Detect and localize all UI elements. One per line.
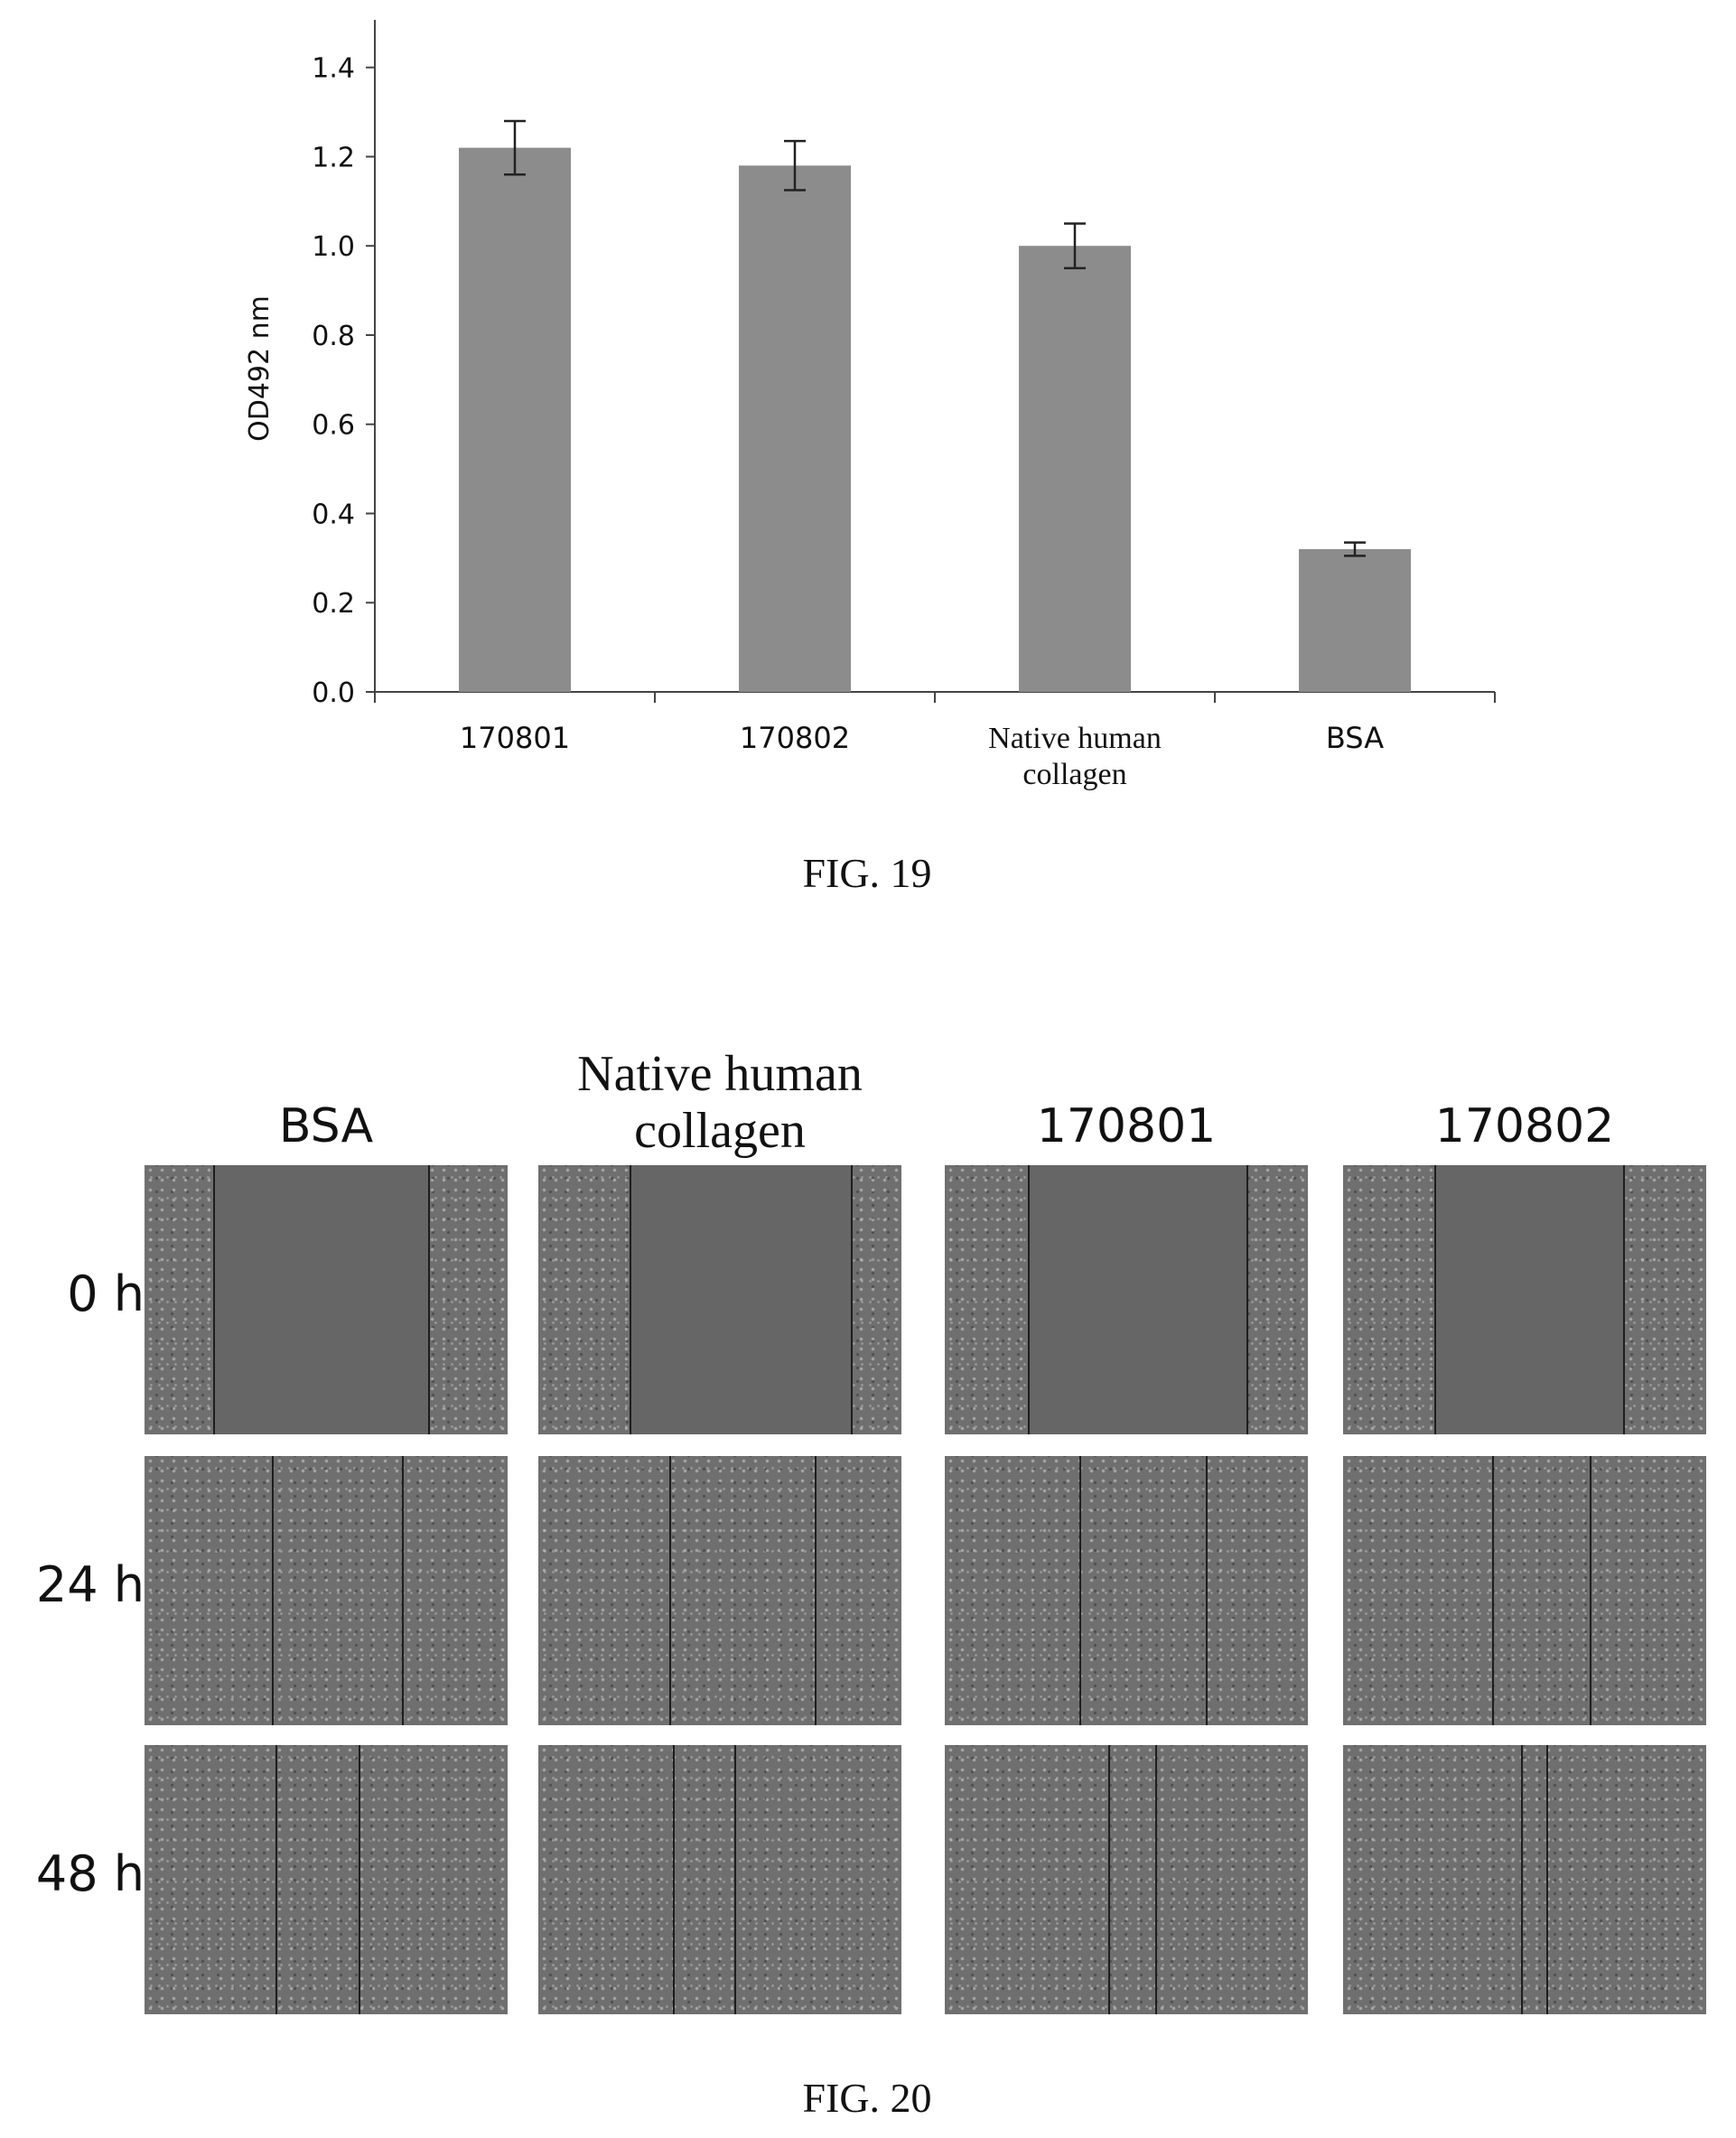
column-header: BSA — [145, 1100, 508, 1153]
x-tick-label-line: BSA — [1326, 721, 1384, 755]
scratch-edge-line — [1246, 1165, 1248, 1434]
bar — [459, 147, 571, 693]
micrograph-panel — [538, 1165, 901, 1434]
micrograph-panel — [145, 1456, 508, 1725]
scratch-gap — [213, 1165, 428, 1434]
column-header-line: BSA — [278, 1099, 374, 1153]
x-tick-label-line: collagen — [1022, 758, 1126, 791]
scratch-gap — [1108, 1745, 1155, 2014]
row-label: 0 h — [67, 1265, 145, 1322]
scratch-gap — [669, 1456, 815, 1725]
y-tick-label: 1.4 — [312, 53, 355, 85]
row-label: 24 h — [35, 1556, 145, 1613]
scratch-gap — [272, 1456, 403, 1725]
scratch-edge-line — [1155, 1745, 1158, 2014]
column-header-line: 170801 — [1036, 1099, 1217, 1153]
micrograph-panel — [145, 1745, 508, 2014]
scratch-gap — [1028, 1165, 1246, 1434]
column-header: 170801 — [945, 1100, 1308, 1153]
y-tick-label: 0.4 — [312, 499, 355, 530]
micrograph-panel — [1343, 1745, 1706, 2014]
y-tick-label: 1.0 — [312, 231, 355, 263]
scratch-gap — [1079, 1456, 1207, 1725]
micrograph-panel — [1343, 1165, 1706, 1434]
y-tick-label: 0.8 — [312, 321, 355, 352]
x-tick-label-line: 170801 — [460, 721, 570, 755]
scratch-edge-line — [1622, 1165, 1625, 1434]
figure-20-caption: FIG. 20 — [802, 2075, 932, 2121]
scratch-edge-line — [850, 1165, 853, 1434]
scratch-edge-line — [1206, 1456, 1209, 1725]
scratch-edge-line — [1546, 1745, 1549, 2014]
micrograph-panel — [1343, 1456, 1706, 1725]
x-tick-label: 170801 — [460, 721, 570, 755]
column-header-line: collagen — [634, 1102, 806, 1159]
scratch-edge-line — [1520, 1745, 1523, 2014]
bar-chart: 0.0 0.2 0.4 0.6 0.8 1.0 1.2 1.4 OD492 nm 170801 17… — [244, 20, 1496, 791]
column-header-line: Native human — [577, 1046, 863, 1102]
bar — [1299, 548, 1411, 692]
micrograph-panel — [145, 1165, 508, 1434]
micrograph-panel — [538, 1745, 901, 2014]
y-axis-title: OD492 nm — [244, 295, 275, 442]
scratch-gap — [1521, 1745, 1546, 2014]
scratch-edge-line — [629, 1165, 631, 1434]
scratch-gap — [1492, 1456, 1591, 1725]
scratch-gap — [1433, 1165, 1623, 1434]
micrograph-panel — [538, 1456, 901, 1725]
scratch-edge-line — [814, 1456, 817, 1725]
micrograph-panel — [945, 1456, 1308, 1725]
scratch-gap — [673, 1745, 734, 2014]
scratch-edge-line — [672, 1745, 675, 2014]
y-tick-label: 0.0 — [312, 677, 355, 709]
scratch-edge-line — [1491, 1456, 1494, 1725]
bar — [739, 165, 851, 692]
x-tick-label-line: Native human — [988, 722, 1162, 755]
scratch-edge-line — [1433, 1165, 1436, 1434]
bar — [1019, 246, 1131, 692]
x-tick-label: Native human collagen — [988, 722, 1162, 791]
micrograph-panel — [945, 1165, 1308, 1434]
scratch-edge-line — [271, 1456, 274, 1725]
column-header-line: 170802 — [1434, 1099, 1615, 1153]
scratch-edge-line — [213, 1165, 216, 1434]
scratch-gap — [275, 1745, 359, 2014]
chart-bars — [459, 119, 1411, 693]
y-tick-label: 0.2 — [312, 588, 355, 620]
micrograph-panel — [945, 1745, 1308, 2014]
scratch-edge-line — [275, 1745, 277, 2014]
scratch-edge-line — [668, 1456, 671, 1725]
scratch-gap — [629, 1165, 851, 1434]
scratch-edge-line — [427, 1165, 430, 1434]
scratch-edge-line — [359, 1745, 361, 2014]
scratch-edge-line — [734, 1745, 737, 2014]
scratch-edge-line — [1028, 1165, 1031, 1434]
scratch-edge-line — [1590, 1456, 1592, 1725]
x-tick-label-line: 170802 — [740, 721, 850, 755]
column-header: Native human collagen — [538, 1046, 901, 1159]
scratch-edge-line — [1078, 1456, 1081, 1725]
chart-labels: 0.0 0.2 0.4 0.6 0.8 1.0 1.2 1.4 OD492 nm 170801 17… — [244, 53, 1384, 791]
figure-19-caption: FIG. 19 — [802, 850, 932, 896]
scratch-edge-line — [402, 1456, 405, 1725]
x-tick-label: BSA — [1326, 721, 1384, 755]
y-tick-label: 0.6 — [312, 410, 355, 442]
x-tick-label: 170802 — [740, 721, 850, 755]
column-header: 170802 — [1343, 1100, 1706, 1153]
y-tick-label: 1.2 — [312, 142, 355, 173]
row-label: 48 h — [35, 1845, 145, 1902]
scratch-edge-line — [1107, 1745, 1110, 2014]
